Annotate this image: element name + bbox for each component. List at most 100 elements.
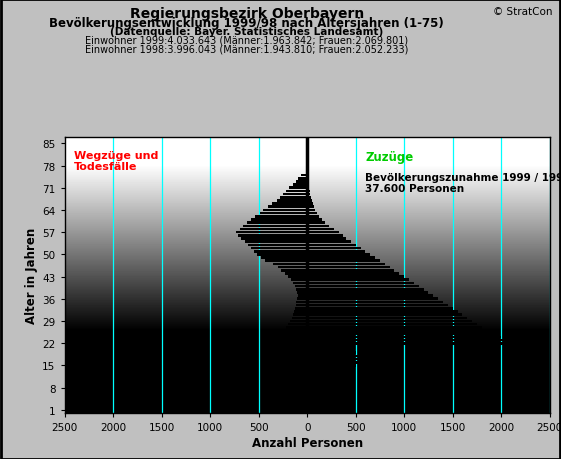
Text: Wegzüge und
Todesfälle: Wegzüge und Todesfälle <box>74 151 159 172</box>
Bar <box>307 260 380 263</box>
Bar <box>307 228 334 231</box>
Bar <box>307 241 351 243</box>
Bar <box>307 383 332 386</box>
Bar <box>260 257 307 259</box>
Bar <box>264 209 307 212</box>
Bar <box>295 383 307 386</box>
Bar <box>307 396 321 398</box>
Bar <box>292 317 307 319</box>
X-axis label: Anzahl Personen: Anzahl Personen <box>251 436 363 449</box>
Bar <box>307 209 315 212</box>
Bar <box>288 368 307 370</box>
Bar <box>307 282 414 285</box>
Bar <box>296 181 307 183</box>
Bar <box>281 269 307 272</box>
Bar <box>280 196 307 199</box>
Bar <box>307 181 309 183</box>
Text: Zuzüge: Zuzüge <box>365 151 413 163</box>
Bar <box>307 257 375 259</box>
Bar <box>270 345 307 348</box>
Bar <box>283 193 307 196</box>
Bar <box>307 348 348 351</box>
Bar <box>295 308 307 310</box>
Bar <box>307 310 458 313</box>
Bar <box>278 336 307 338</box>
Bar <box>307 339 511 341</box>
Bar <box>307 323 477 326</box>
Bar <box>296 288 307 291</box>
Bar <box>307 326 482 329</box>
Text: Regierungsbezirk Oberbayern: Regierungsbezirk Oberbayern <box>130 7 364 21</box>
Bar <box>260 213 307 215</box>
Bar <box>293 184 307 186</box>
Bar <box>289 371 307 373</box>
Bar <box>307 409 315 411</box>
Bar <box>307 308 453 310</box>
Bar <box>254 250 307 253</box>
Bar <box>288 323 307 326</box>
Bar <box>296 390 307 392</box>
Bar <box>307 402 319 405</box>
Bar <box>307 301 443 303</box>
Bar <box>288 276 307 278</box>
Bar <box>307 196 311 199</box>
Bar <box>291 279 307 281</box>
Bar <box>307 222 325 224</box>
Bar <box>255 216 307 218</box>
Bar <box>307 295 433 297</box>
Text: (Datenquelle: Bayer. Statistisches Landesamt): (Datenquelle: Bayer. Statistisches Lande… <box>110 27 384 37</box>
Bar <box>240 228 307 231</box>
Bar <box>307 393 325 395</box>
Bar <box>273 339 307 341</box>
Bar <box>296 301 307 303</box>
Bar <box>307 206 314 209</box>
Bar <box>307 298 438 301</box>
Bar <box>286 326 307 329</box>
Bar <box>307 174 308 177</box>
Bar <box>302 409 307 411</box>
Bar <box>248 244 307 246</box>
Bar <box>307 333 491 335</box>
Bar <box>301 405 307 408</box>
Bar <box>307 364 356 367</box>
Bar <box>289 187 307 190</box>
Bar <box>307 368 349 370</box>
Bar <box>307 377 336 380</box>
Bar <box>286 190 307 193</box>
Bar <box>289 320 307 323</box>
Bar <box>273 348 307 351</box>
Bar <box>278 352 307 354</box>
Bar <box>307 253 370 256</box>
Bar <box>307 216 319 218</box>
Bar <box>307 247 361 250</box>
Bar <box>307 225 329 228</box>
Bar <box>296 386 307 389</box>
Bar <box>307 352 356 354</box>
Bar <box>307 285 419 288</box>
Bar <box>307 193 310 196</box>
Bar <box>293 380 307 383</box>
Bar <box>297 298 307 301</box>
Bar <box>265 260 307 263</box>
Bar <box>307 266 390 269</box>
Bar <box>307 342 521 345</box>
Bar <box>285 361 307 364</box>
Bar <box>307 190 310 193</box>
Bar <box>307 263 385 266</box>
Bar <box>285 273 307 275</box>
Bar <box>280 333 307 335</box>
Bar <box>307 291 429 294</box>
Bar <box>307 390 327 392</box>
Bar <box>298 396 307 398</box>
Bar <box>307 218 321 221</box>
Bar <box>293 377 307 380</box>
Text: Bevölkerungsentwicklung 1999/98 nach Altersjahren (1-75): Bevölkerungsentwicklung 1999/98 nach Alt… <box>49 17 444 30</box>
Bar <box>295 285 307 288</box>
Text: © StratCon: © StratCon <box>493 7 553 17</box>
Bar <box>307 304 448 307</box>
Bar <box>307 355 361 358</box>
Bar <box>307 405 317 408</box>
Bar <box>268 342 307 345</box>
Bar <box>307 386 329 389</box>
Bar <box>297 393 307 395</box>
